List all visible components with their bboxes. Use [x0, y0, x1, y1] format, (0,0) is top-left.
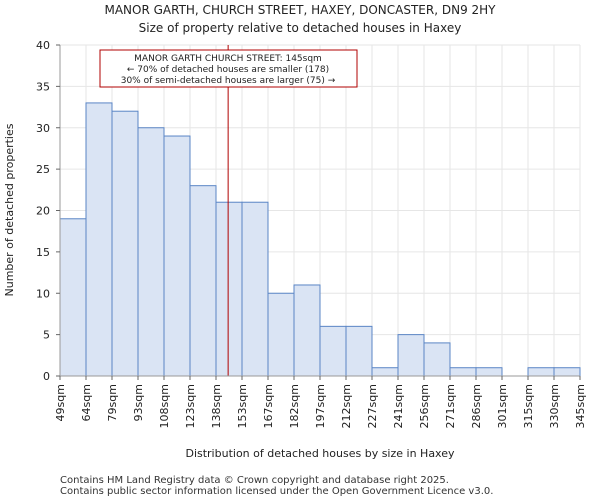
x-tick-label: 330sqm	[548, 384, 561, 428]
x-tick-label: 345sqm	[574, 384, 587, 428]
x-tick-label: 241sqm	[392, 384, 405, 428]
x-tick-label: 182sqm	[288, 384, 301, 428]
plot-area: MANOR GARTH CHURCH STREET: 145sqm ← 70% …	[36, 39, 587, 428]
y-tick-labels: 0 5 10 15 20 25 30 35 40	[36, 39, 60, 383]
y-tick-label: 0	[43, 370, 50, 383]
footer-line-2: Contains public sector information licen…	[60, 486, 493, 497]
y-tick-label: 25	[36, 163, 50, 176]
chart-subtitle: Size of property relative to detached ho…	[139, 21, 462, 35]
bar	[345, 325, 373, 377]
x-tick-label: 79sqm	[106, 384, 119, 421]
y-tick-label: 5	[43, 329, 50, 342]
bar	[423, 342, 451, 377]
x-tick-label: 49sqm	[54, 384, 67, 421]
bar	[527, 367, 555, 377]
bar	[111, 110, 139, 377]
x-tick-label: 167sqm	[262, 384, 275, 428]
bars	[59, 102, 581, 377]
x-tick-label: 93sqm	[132, 384, 145, 421]
bar	[319, 325, 347, 377]
annotation-box: MANOR GARTH CHURCH STREET: 145sqm ← 70% …	[99, 49, 358, 88]
bar	[189, 185, 217, 377]
annotation-line-3: 30% of semi-detached houses are larger (…	[121, 76, 336, 86]
bar	[241, 201, 269, 377]
y-tick-label: 15	[36, 246, 50, 259]
y-axis-label: Number of detached properties	[3, 123, 16, 296]
x-tick-label: 301sqm	[496, 384, 509, 428]
x-tick-label: 153sqm	[236, 384, 249, 428]
y-tick-label: 35	[36, 80, 50, 93]
y-tick-label: 20	[36, 205, 50, 218]
annotation-line-2: ← 70% of detached houses are smaller (17…	[127, 65, 329, 75]
bar	[449, 367, 477, 377]
bar	[215, 201, 243, 377]
x-tick-label: 64sqm	[80, 384, 93, 421]
bar	[293, 284, 321, 377]
bar	[371, 367, 399, 377]
x-tick-label: 138sqm	[210, 384, 223, 428]
x-tick-label: 108sqm	[158, 384, 171, 428]
bar	[397, 334, 425, 377]
bar	[163, 135, 191, 377]
y-tick-label: 40	[36, 39, 50, 52]
x-tick-label: 227sqm	[366, 384, 379, 428]
chart-title: MANOR GARTH, CHURCH STREET, HAXEY, DONCA…	[104, 3, 496, 17]
x-axis-label: Distribution of detached houses by size …	[185, 447, 455, 460]
bar	[59, 218, 87, 377]
bar	[137, 127, 165, 377]
x-tick-label: 123sqm	[184, 384, 197, 428]
y-tick-label: 10	[36, 287, 50, 300]
x-tick-label: 197sqm	[314, 384, 327, 428]
footer-line-1: Contains HM Land Registry data © Crown c…	[60, 475, 449, 486]
bar	[475, 367, 503, 377]
x-tick-label: 286sqm	[470, 384, 483, 428]
x-tick-label: 212sqm	[340, 384, 353, 428]
annotation-line-1: MANOR GARTH CHURCH STREET: 145sqm	[134, 54, 322, 64]
x-tick-labels: 49sqm 64sqm 79sqm 93sqm 108sqm 123sqm 138sqm 15…	[54, 376, 587, 428]
x-tick-label: 271sqm	[444, 384, 457, 428]
x-tick-label: 256sqm	[418, 384, 431, 428]
annotation-frame	[99, 49, 358, 88]
bar	[85, 102, 113, 377]
y-tick-label: 30	[36, 122, 50, 135]
bar	[553, 367, 581, 377]
x-tick-label: 315sqm	[522, 384, 535, 428]
bar	[267, 292, 295, 377]
